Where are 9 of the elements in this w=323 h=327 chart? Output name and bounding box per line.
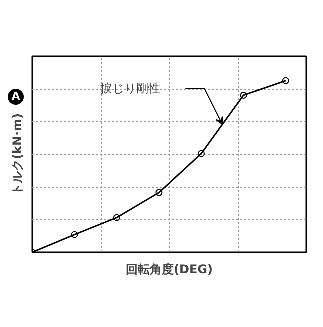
y-axis-title: トルク(kN·m) — [10, 113, 24, 196]
x-axis-title: 回転角度(DEG) — [126, 262, 213, 276]
annotation: 捩じり剛性 — [100, 82, 161, 96]
point — [156, 189, 163, 196]
point — [198, 150, 205, 158]
text: A — [12, 89, 20, 105]
point — [240, 92, 248, 99]
point — [71, 231, 78, 238]
point — [113, 214, 120, 222]
